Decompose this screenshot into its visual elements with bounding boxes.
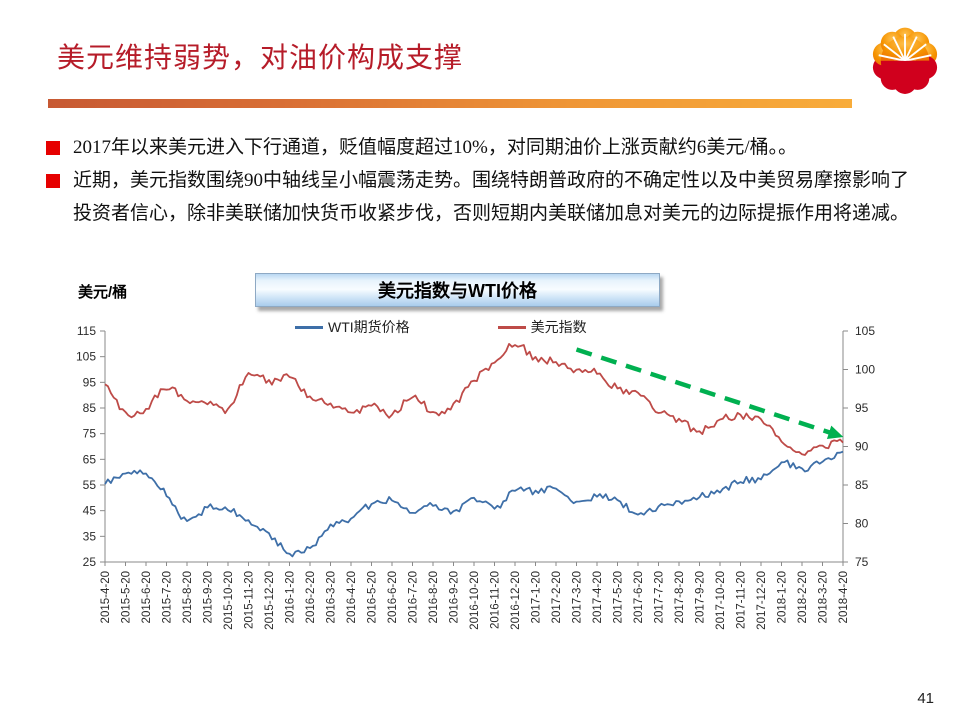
svg-text:65: 65 — [83, 452, 97, 466]
legend-label: 美元指数 — [530, 319, 587, 335]
svg-text:2016-1-20: 2016-1-20 — [285, 571, 297, 623]
svg-text:105: 105 — [855, 324, 875, 338]
svg-text:2015-7-20: 2015-7-20 — [162, 571, 174, 623]
svg-text:2016-9-20: 2016-9-20 — [449, 571, 461, 623]
chart-legend: WTI期货价格 美元指数 — [295, 317, 587, 337]
svg-text:2018-2-20: 2018-2-20 — [797, 571, 809, 623]
page-title: 美元维持弱势，对油价构成支撑 — [57, 43, 464, 74]
svg-text:2017-4-20: 2017-4-20 — [592, 571, 604, 623]
svg-text:2015-10-20: 2015-10-20 — [223, 571, 235, 630]
bullet-list: 2017年以来美元进入下行通道，贬值幅度超过10%，对同期油价上涨贡献约6美元/… — [44, 131, 916, 230]
svg-text:2016-4-20: 2016-4-20 — [346, 571, 358, 623]
svg-text:105: 105 — [76, 350, 96, 364]
svg-text:2018-3-20: 2018-3-20 — [818, 571, 830, 623]
petrochina-logo-icon — [872, 27, 938, 94]
svg-text:2015-6-20: 2015-6-20 — [141, 571, 153, 623]
legend-swatch-usd-index — [497, 325, 526, 329]
svg-text:2018-1-20: 2018-1-20 — [777, 571, 789, 623]
svg-text:2015-4-20: 2015-4-20 — [100, 571, 112, 623]
svg-text:75: 75 — [83, 427, 97, 441]
svg-text:35: 35 — [83, 529, 97, 543]
legend-item-wti: WTI期货价格 — [295, 317, 410, 337]
bullet-marker — [46, 174, 60, 188]
svg-text:25: 25 — [83, 555, 97, 569]
svg-text:2016-3-20: 2016-3-20 — [326, 571, 338, 623]
svg-text:55: 55 — [83, 478, 97, 492]
svg-text:2016-2-20: 2016-2-20 — [305, 571, 317, 623]
svg-text:2017-9-20: 2017-9-20 — [695, 571, 707, 623]
svg-text:115: 115 — [77, 324, 96, 338]
svg-text:2017-12-20: 2017-12-20 — [756, 571, 768, 630]
svg-text:2016-8-20: 2016-8-20 — [428, 571, 440, 623]
svg-text:2017-5-20: 2017-5-20 — [613, 571, 625, 623]
bullet-text: 近期，美元指数围绕90中轴线呈小幅震荡走势。围绕特朗普政府的不确定性以及中美贸易… — [73, 170, 910, 224]
svg-text:2015-9-20: 2015-9-20 — [203, 571, 215, 623]
axis-unit-label: 美元/桶 — [78, 284, 128, 301]
svg-text:2017-2-20: 2017-2-20 — [551, 571, 563, 623]
svg-text:2017-1-20: 2017-1-20 — [531, 571, 543, 623]
bullet-item: 2017年以来美元进入下行通道，贬值幅度超过10%，对同期油价上涨贡献约6美元/… — [44, 131, 916, 164]
bullet-marker — [46, 141, 60, 155]
svg-text:2017-11-20: 2017-11-20 — [736, 571, 748, 629]
page-number: 41 — [917, 690, 934, 707]
svg-text:2015-8-20: 2015-8-20 — [182, 571, 194, 623]
svg-text:2015-5-20: 2015-5-20 — [121, 571, 133, 623]
svg-text:2015-12-20: 2015-12-20 — [264, 571, 276, 630]
svg-text:2016-7-20: 2016-7-20 — [408, 571, 420, 623]
svg-text:2017-10-20: 2017-10-20 — [715, 571, 727, 630]
title-divider — [48, 99, 852, 108]
svg-text:80: 80 — [855, 517, 869, 531]
svg-text:85: 85 — [83, 401, 97, 415]
svg-text:2017-7-20: 2017-7-20 — [654, 571, 666, 623]
svg-text:2017-3-20: 2017-3-20 — [572, 571, 584, 623]
svg-text:2016-10-20: 2016-10-20 — [469, 571, 481, 630]
legend-swatch-wti — [295, 325, 323, 329]
svg-text:2016-12-20: 2016-12-20 — [510, 571, 522, 630]
svg-text:2017-6-20: 2017-6-20 — [633, 571, 645, 623]
svg-text:85: 85 — [855, 478, 869, 492]
svg-text:95: 95 — [855, 401, 869, 415]
svg-text:95: 95 — [83, 375, 97, 389]
svg-text:45: 45 — [83, 504, 97, 518]
legend-item-usd-index: 美元指数 — [497, 317, 587, 337]
svg-text:2017-8-20: 2017-8-20 — [674, 571, 686, 623]
svg-text:2015-11-20: 2015-11-20 — [244, 571, 256, 629]
svg-text:2018-4-20: 2018-4-20 — [838, 571, 850, 623]
bullet-item: 近期，美元指数围绕90中轴线呈小幅震荡走势。围绕特朗普政府的不确定性以及中美贸易… — [44, 164, 916, 230]
svg-text:2016-11-20: 2016-11-20 — [490, 571, 502, 629]
chart-title: 美元指数与WTI价格 — [255, 273, 660, 307]
svg-text:100: 100 — [855, 363, 875, 377]
svg-text:2016-6-20: 2016-6-20 — [387, 571, 399, 623]
svg-text:90: 90 — [855, 440, 869, 454]
bullet-text: 2017年以来美元进入下行通道，贬值幅度超过10%，对同期油价上涨贡献约6美元/… — [73, 137, 798, 158]
svg-text:2016-5-20: 2016-5-20 — [367, 571, 379, 623]
legend-label: WTI期货价格 — [328, 319, 410, 335]
svg-text:75: 75 — [855, 555, 869, 569]
